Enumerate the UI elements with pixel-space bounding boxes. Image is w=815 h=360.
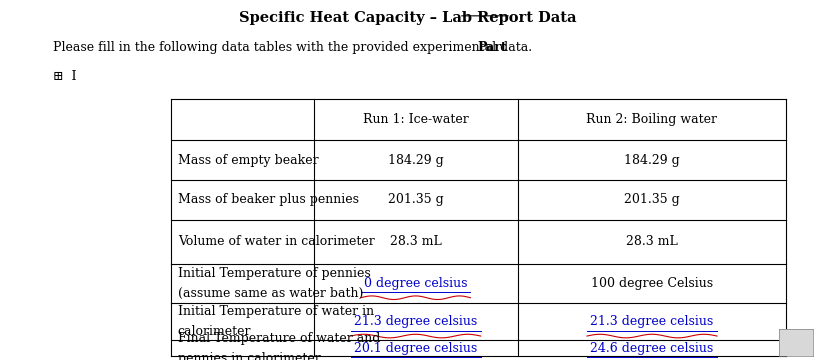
Text: 184.29 g: 184.29 g (388, 154, 443, 167)
Text: 21.3 degree celsius: 21.3 degree celsius (590, 315, 714, 328)
Text: 201.35 g: 201.35 g (624, 193, 680, 206)
Text: 28.3 mL: 28.3 mL (390, 235, 442, 248)
Text: Part: Part (478, 41, 507, 54)
Text: Initial Temperature of pennies: Initial Temperature of pennies (178, 267, 371, 280)
Text: 0 degree celsius: 0 degree celsius (364, 277, 467, 290)
Text: 201.35 g: 201.35 g (388, 193, 443, 206)
Text: calorimeter: calorimeter (178, 325, 251, 338)
Text: 184.29 g: 184.29 g (624, 154, 680, 167)
Text: Final Temperature of water and: Final Temperature of water and (178, 332, 380, 345)
Text: (assume same as water bath): (assume same as water bath) (178, 287, 363, 300)
Text: Specific Heat Capacity – Lab Report Data: Specific Heat Capacity – Lab Report Data (239, 11, 576, 25)
Text: 24.6 degree celsius: 24.6 degree celsius (590, 342, 714, 355)
Text: Mass of beaker plus pennies: Mass of beaker plus pennies (178, 193, 359, 206)
Text: 20.1 degree celsius: 20.1 degree celsius (354, 342, 478, 355)
Text: ⊞  I: ⊞ I (53, 70, 77, 83)
Text: Run 1: Ice-water: Run 1: Ice-water (363, 113, 469, 126)
Text: 100 degree Celsius: 100 degree Celsius (591, 277, 713, 290)
Text: Initial Temperature of water in: Initial Temperature of water in (178, 305, 374, 318)
Text: Run 2: Boiling water: Run 2: Boiling water (587, 113, 717, 126)
Text: Volume of water in calorimeter: Volume of water in calorimeter (178, 235, 374, 248)
Text: 21.3 degree celsius: 21.3 degree celsius (354, 315, 478, 328)
Text: 28.3 mL: 28.3 mL (626, 235, 678, 248)
Text: pennies in calorimeter: pennies in calorimeter (178, 352, 320, 360)
Text: Mass of empty beaker: Mass of empty beaker (178, 154, 319, 167)
Text: Please fill in the following data tables with the provided experimental data.: Please fill in the following data tables… (53, 41, 536, 54)
